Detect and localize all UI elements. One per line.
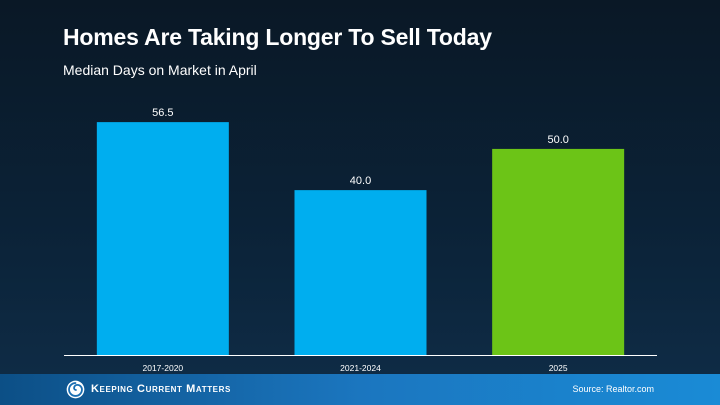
x-tick-label: 2017-2020 — [143, 363, 184, 373]
spiral-logo-icon — [66, 380, 85, 399]
data-label: 56.5 — [152, 107, 173, 119]
data-label: 50.0 — [547, 134, 568, 146]
x-tick-label: 2021-2024 — [340, 363, 381, 373]
bar — [294, 190, 427, 355]
logo-text: Keeping Current Matters — [91, 383, 231, 395]
chart-title: Homes Are Taking Longer To Sell Today — [63, 24, 492, 50]
bar — [492, 148, 625, 355]
bar — [96, 122, 229, 356]
x-tick-label: 2025 — [549, 363, 568, 373]
data-label: 40.0 — [350, 175, 371, 187]
footer-bar: Keeping Current Matters Source: Realtor.… — [0, 374, 720, 405]
source-note: Source: Realtor.com — [572, 384, 654, 394]
chart-subtitle: Median Days on Market in April — [63, 62, 257, 78]
bar-chart: 56.5 2017-2020 40.0 2021-2024 50.0 2025 — [96, 107, 625, 373]
